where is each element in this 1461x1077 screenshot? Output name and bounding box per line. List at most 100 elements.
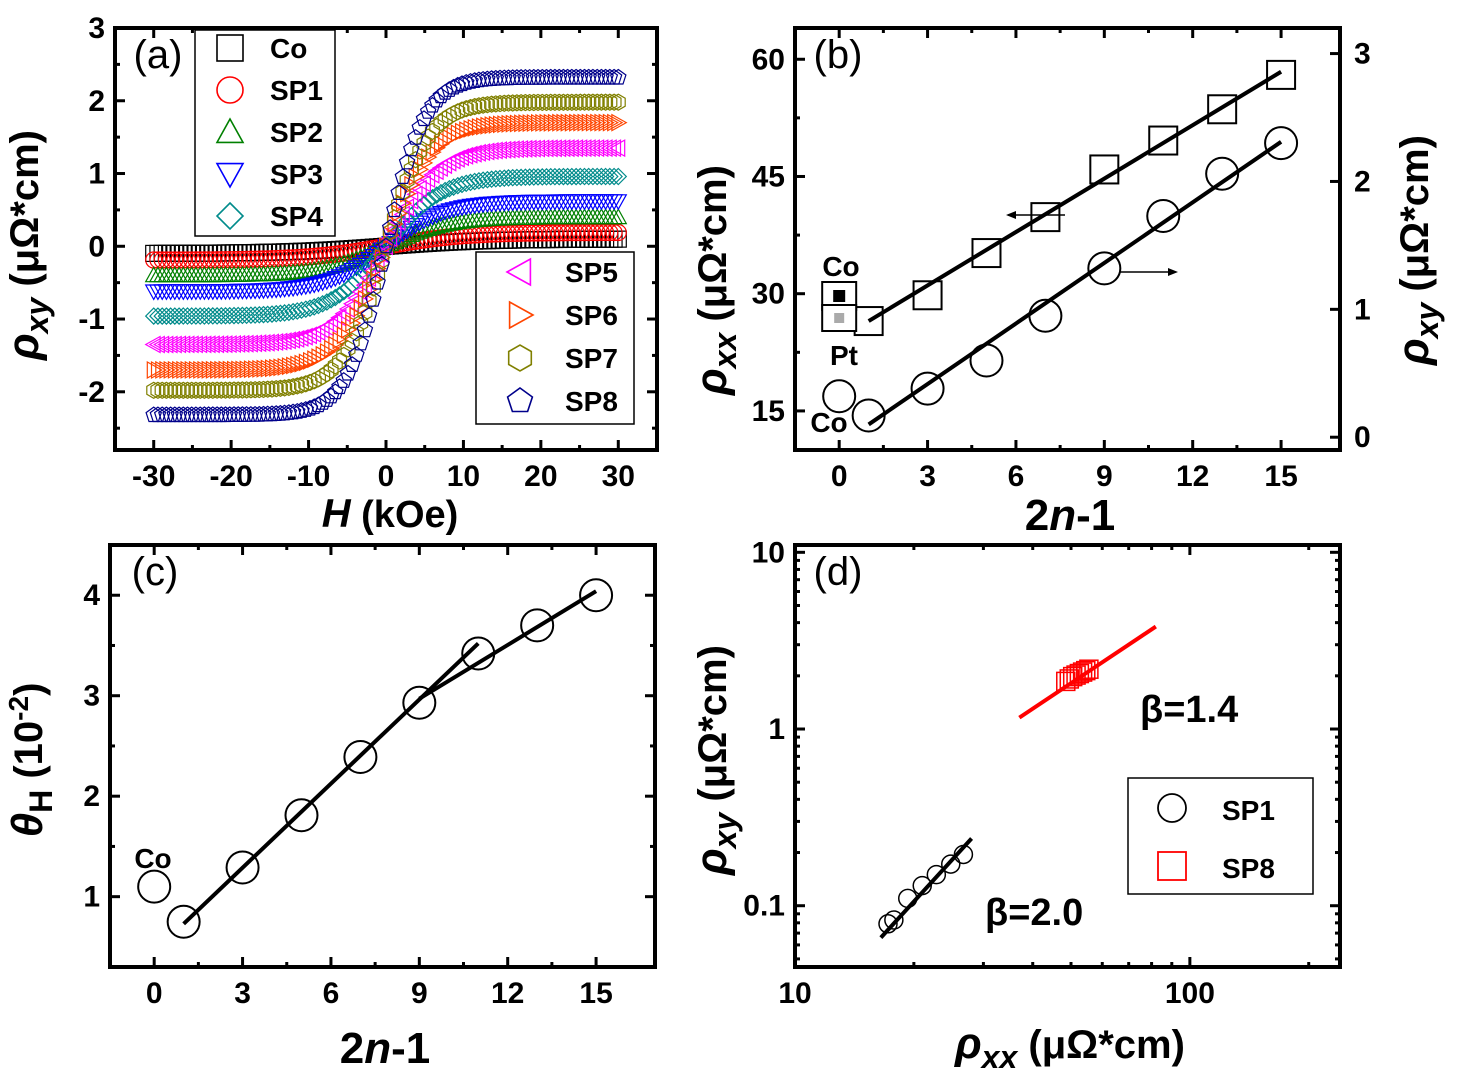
data-point-SP7 [192, 381, 208, 399]
panel-b-data [821, 59, 1299, 433]
data-point-SP1 [318, 246, 336, 264]
data-point-SP1 [322, 246, 340, 264]
data-point-SP5 [199, 335, 216, 354]
annotation-pt: Pt [830, 340, 858, 371]
data-point-SP3 [334, 267, 353, 284]
data-point-SP6 [594, 113, 611, 132]
data-point-SP7 [454, 101, 470, 119]
panel-b-y-right-tick-label: 2 [1354, 165, 1371, 198]
data-point-SP7 [213, 381, 229, 399]
panel-a-y-axis-label: ρxy (μΩ*cm) [0, 130, 55, 362]
data-point-SP2 [427, 217, 446, 234]
data-point-SP3 [322, 272, 341, 289]
data-point-SP7 [226, 381, 242, 399]
rho-xy-point [822, 379, 857, 414]
data-point-SP4 [550, 167, 569, 186]
data-point-SP7 [188, 381, 204, 399]
data-point-SP4 [182, 307, 201, 325]
data-point-SP3 [452, 200, 472, 217]
legend-label-SP3: SP3 [270, 159, 323, 190]
data-point-SP6 [193, 360, 210, 379]
panel-b-y-tick-label: 15 [752, 395, 785, 428]
data-point-SP3 [330, 269, 349, 286]
label-part: xy [707, 811, 743, 851]
data-point-SP5 [528, 139, 546, 158]
rho-xy-point [969, 343, 1004, 378]
data-point-SP6 [564, 113, 582, 132]
panel-a-x-tick-label: 10 [447, 460, 480, 493]
theta-point [284, 798, 319, 833]
rho-xx-point [1089, 154, 1120, 185]
theta-point [402, 685, 437, 720]
data-point-SP6 [256, 359, 273, 378]
data-point-SP4 [242, 306, 260, 325]
data-point-SP7 [260, 380, 276, 398]
data-point-SP6 [155, 360, 172, 379]
data-point-SP6 [585, 113, 603, 132]
data-point-SP6 [294, 354, 311, 373]
data-point-SP4 [529, 168, 547, 186]
data-point-SP4 [516, 168, 535, 187]
legend-label-SP8: SP8 [565, 386, 618, 417]
data-point-SP6 [552, 113, 569, 132]
legend-marker-Co [216, 34, 244, 62]
data-point-SP6 [514, 114, 531, 133]
data-point-SP4 [220, 306, 239, 325]
data-point-SP7 [530, 93, 546, 112]
data-point-SP5 [148, 335, 165, 354]
data-point-SP8 [310, 396, 327, 413]
data-point-SP4 [533, 168, 552, 186]
panel-a-y-tick-label: -1 [78, 303, 105, 336]
data-point-SP6 [265, 359, 282, 378]
theta-point [225, 850, 260, 885]
data-point-SP2 [423, 218, 442, 235]
data-point-SP4 [499, 169, 518, 187]
data-point-SP6 [471, 117, 489, 137]
data-point-SP5 [157, 335, 174, 354]
data-point-SP7 [547, 93, 563, 111]
data-point-SP8 [402, 140, 420, 157]
panel-d-x-tick-label: 100 [1165, 977, 1215, 1010]
data-point-SP6 [463, 119, 480, 138]
panel-d-x-tick-label: 10 [778, 977, 811, 1010]
data-point-SP1 [878, 914, 898, 934]
data-point-SP7 [391, 195, 407, 214]
label-part: -1 [1076, 491, 1115, 540]
label-part: n [364, 1024, 391, 1073]
panel-c-x-tick-label: 3 [234, 977, 251, 1010]
annotation-co-top: Co [822, 251, 859, 282]
data-point-SP3 [313, 275, 332, 292]
data-point-SP4 [605, 167, 623, 186]
data-point-SP4 [170, 307, 188, 325]
data-point-SP6 [332, 331, 349, 350]
data-point-SP3 [423, 209, 442, 226]
rho-xx-point [912, 280, 943, 311]
data-point-SP6 [281, 357, 299, 376]
data-point-SP7 [150, 381, 166, 399]
data-point-SP4 [546, 167, 564, 186]
rho-xx-fit-line [867, 70, 1283, 323]
data-point-SP8 [373, 255, 391, 272]
data-point-SP7 [272, 379, 288, 397]
panel-b-x-tick-label: 12 [1176, 460, 1209, 493]
panel-b-y-axis-label-left: ρxx (μΩ*cm) [687, 165, 743, 397]
data-point-SP7 [294, 376, 310, 394]
panel-c-y-axis-label: θH (10-2) [3, 683, 59, 838]
data-point-SP1 [567, 224, 585, 242]
data-point-SP8 [436, 83, 454, 100]
data-point-SP3 [338, 265, 358, 282]
data-point-SP5 [186, 335, 203, 354]
data-point-SP6 [163, 360, 180, 379]
data-point-SP4 [419, 191, 438, 210]
data-point-SP6 [518, 114, 535, 133]
data-point-SP7 [218, 381, 233, 399]
data-point-SP6 [184, 360, 201, 379]
data-point-SP1 [525, 224, 543, 242]
data-point-SP7 [513, 94, 529, 112]
data-point-SP5 [579, 139, 596, 158]
data-point-SP7 [581, 93, 597, 111]
theta-point [343, 740, 378, 775]
data-point-SP7 [492, 94, 508, 113]
data-point-SP1 [550, 224, 568, 242]
